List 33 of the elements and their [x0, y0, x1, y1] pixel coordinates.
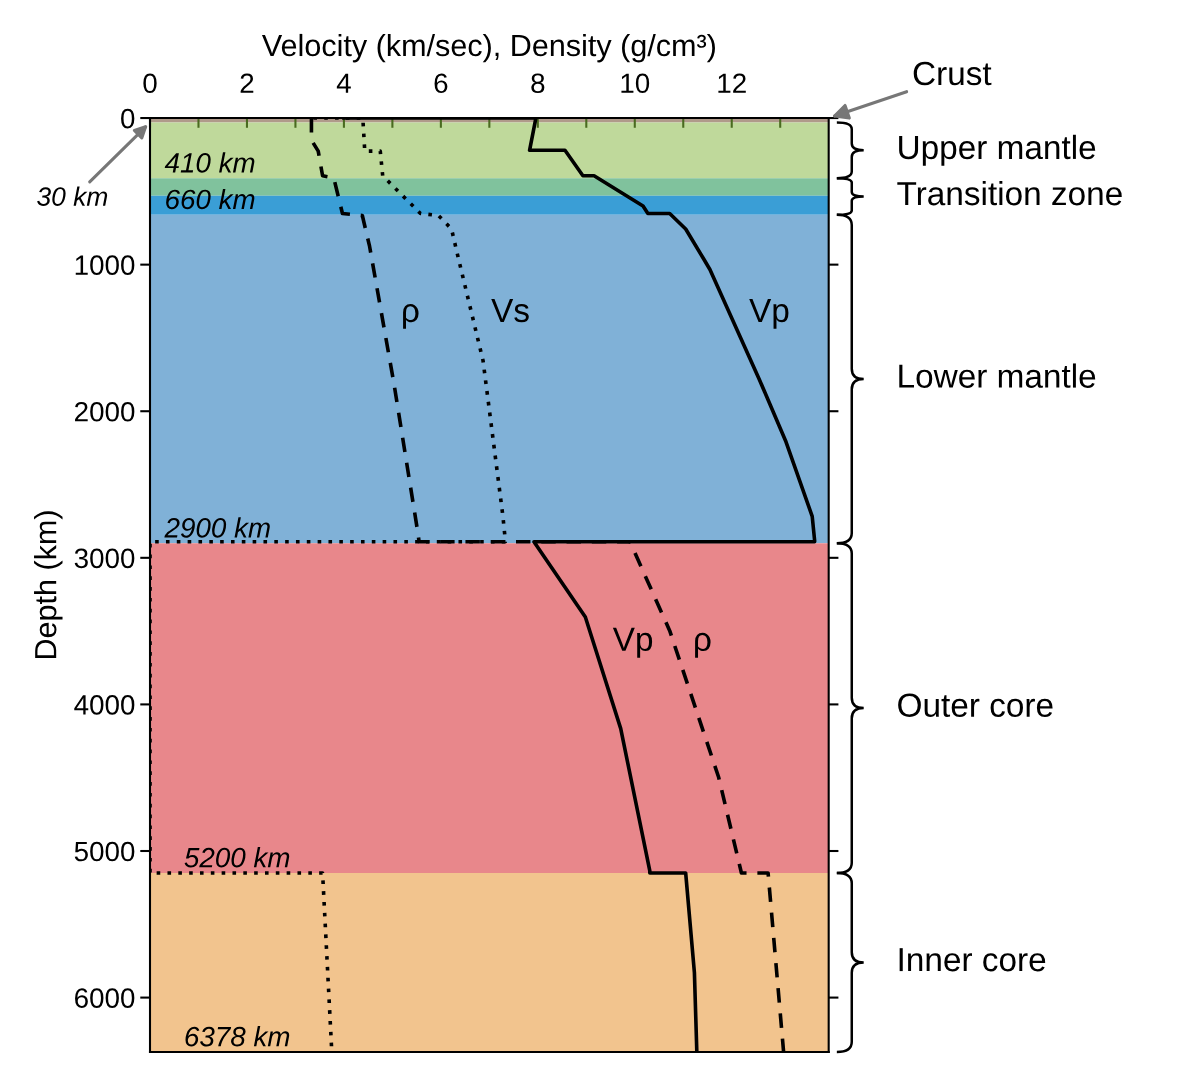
annotation: 660 km — [166, 188, 255, 210]
y-tick-label: 0 — [121, 108, 135, 129]
y-tick-label: 2000 — [75, 401, 135, 422]
x-tick-label: 12 — [718, 73, 746, 93]
y-tick-label: 6000 — [75, 988, 135, 1008]
x-tick-label: 6 — [434, 73, 448, 94]
x-tick-label: 4 — [336, 73, 351, 93]
y-tick-label: 3000 — [74, 548, 135, 569]
annotation: 30 km — [37, 186, 108, 206]
x-tick-label: 0 — [143, 73, 157, 94]
annotation: 5200 km — [184, 847, 290, 868]
annotation: 2900 km — [164, 517, 270, 538]
y-axis-title: Depth (km) — [34, 511, 63, 659]
band-label: Upper mantle — [899, 134, 1096, 166]
band-label: Crust — [913, 61, 992, 86]
series-label: ρ — [695, 632, 711, 658]
y-tick-label: 4000 — [74, 695, 135, 715]
text: Vp — [612, 627, 653, 658]
y-tick-label: 5000 — [74, 841, 135, 862]
x-tick-label: 8 — [531, 73, 545, 94]
y-tick-label: 1000 — [75, 255, 135, 275]
annotation: 410 km — [164, 152, 255, 173]
x-tick-label: 10 — [621, 73, 650, 94]
series-label: Vp — [749, 298, 789, 329]
band-label: Outer core — [898, 693, 1053, 718]
text: ρ — [403, 303, 419, 329]
band-label: Lower mantle — [899, 363, 1096, 388]
annotation: 6378 km — [185, 1026, 290, 1047]
series-label: Vs — [491, 298, 529, 323]
band-label: Inner core — [899, 948, 1046, 972]
band-label: Transition zone — [897, 180, 1122, 206]
x-tick-label: 2 — [240, 73, 254, 93]
x-axis-title: Velocity (km/sec), Density (g/cm³) — [261, 33, 715, 63]
